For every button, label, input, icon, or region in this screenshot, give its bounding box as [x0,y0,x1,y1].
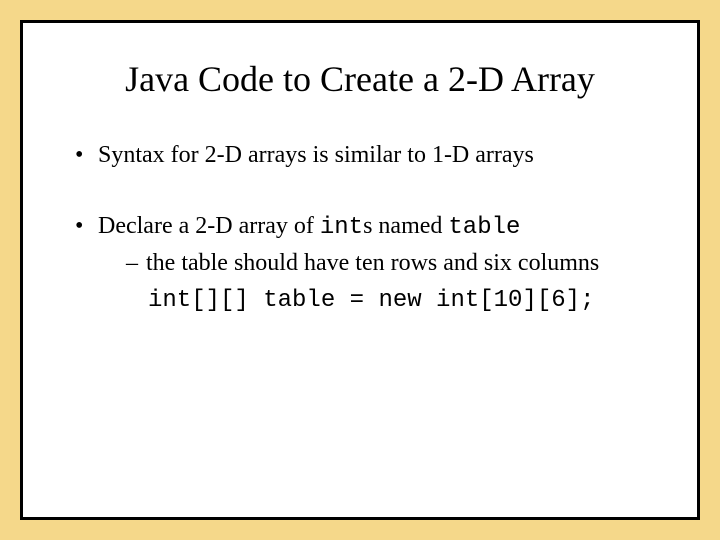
sub-item-1-text: the table should have ten rows and six c… [146,250,599,276]
sub-item-1: the table should have ten rows and six c… [98,247,657,281]
bullet-item-2: Declare a 2-D array of ints named table … [73,211,657,317]
bullet-list: Syntax for 2-D arrays is similar to 1-D … [63,140,657,318]
bullet-2-mid: s named [363,213,448,239]
bullet-text-1: Syntax for 2-D arrays is similar to 1-D … [98,142,534,168]
slide-title: Java Code to Create a 2-D Array [63,58,657,100]
bullet-2-prefix: Declare a 2-D array of [98,213,320,239]
slide-container: Java Code to Create a 2-D Array Syntax f… [20,20,700,520]
sub-item-2: int[][] table = new int[10][6]; [98,283,657,318]
code-declaration: int[][] table = new int[10][6]; [148,287,594,314]
bullet-2-code2: table [448,214,520,241]
bullet-item-1: Syntax for 2-D arrays is similar to 1-D … [73,140,657,171]
bullet-2-code1: int [320,214,363,241]
